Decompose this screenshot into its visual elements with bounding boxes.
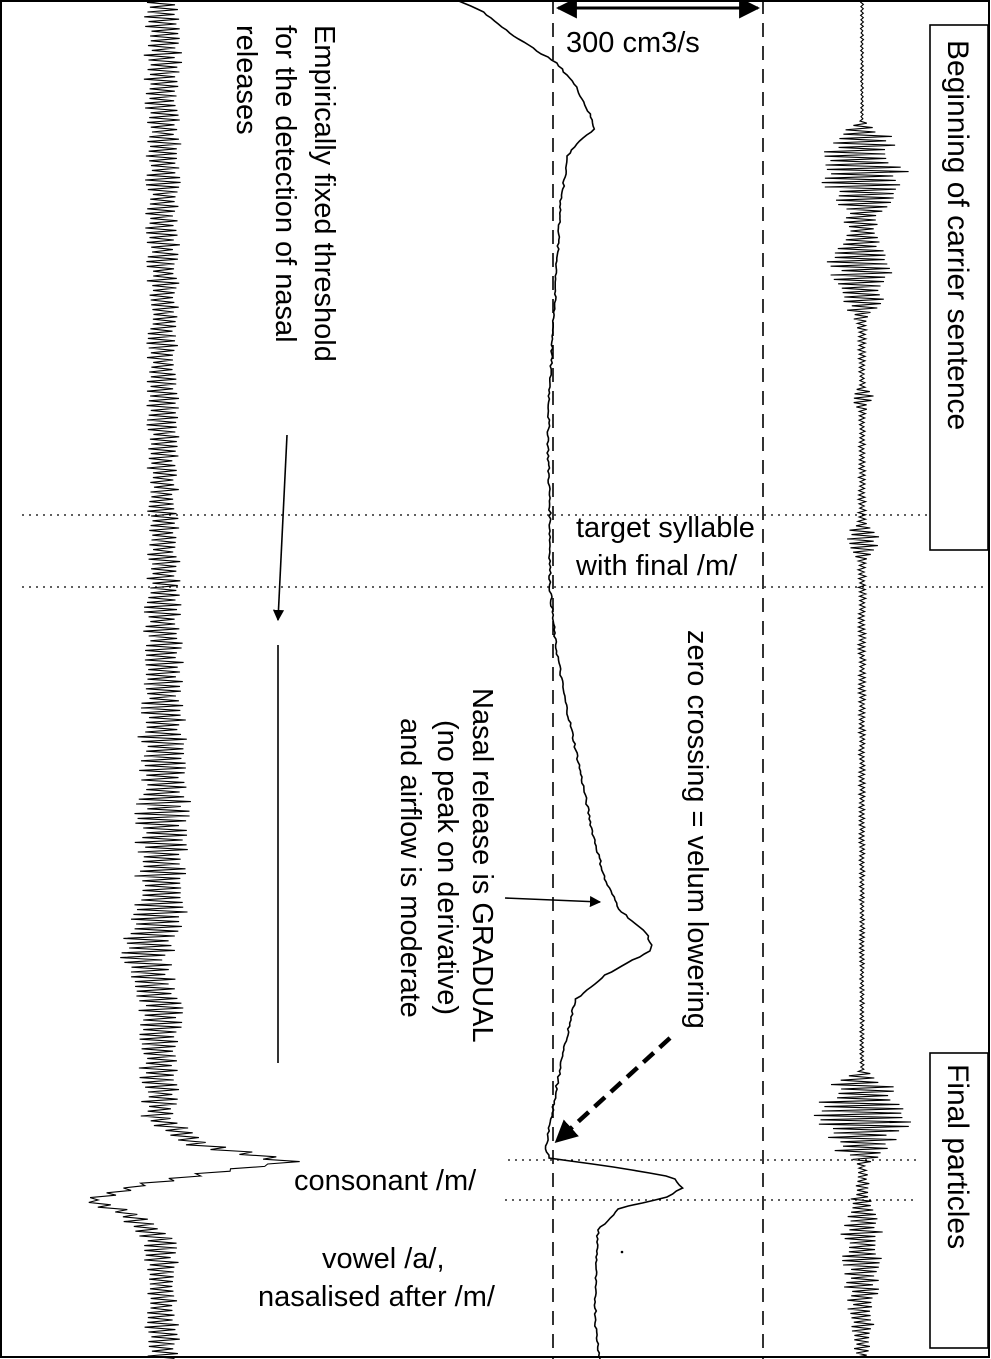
acoustic-waveform (813, 0, 912, 1358)
final-box-label: Final particles (941, 1064, 974, 1249)
carrier-box-label: Beginning of carrier sentence (941, 40, 974, 430)
release-arrow (504, 895, 602, 908)
stray-dot (620, 1250, 624, 1254)
carrier-box (929, 24, 989, 551)
release-label-line3: and airflow is moderate (394, 718, 426, 1018)
vowel-label-line2: nasalised after /m/ (258, 1281, 496, 1313)
threshold-arrow (272, 434, 288, 622)
target-label-line1: target syllable (576, 512, 755, 544)
threshold-label-line1: Empirically fixed threshold (308, 25, 340, 362)
vowel-label-line1: vowel /a/, (322, 1243, 445, 1275)
acoustic-signal (813, 0, 912, 1358)
consonant-label: consonant /m/ (294, 1165, 477, 1197)
target-label-line2: with final /m/ (575, 550, 738, 582)
derivative-waveform (88, 0, 300, 1359)
threshold-label-line3: releases (230, 25, 262, 135)
scale-bar-label: 300 cm3/s (566, 27, 700, 59)
release-label-line2: (no peak on derivative) (431, 720, 463, 1015)
derivative-signal (88, 0, 300, 1359)
airflow-trace (456, 0, 685, 1359)
release-label-line1: Nasal release is GRADUAL (466, 688, 498, 1043)
zero-crossing-label: zero crossing = velum lowering (681, 630, 713, 1029)
final-box (929, 1052, 989, 1349)
threshold-label-line2: for the detection of nasal (269, 25, 301, 343)
zero-crossing-arrow (554, 1036, 672, 1144)
